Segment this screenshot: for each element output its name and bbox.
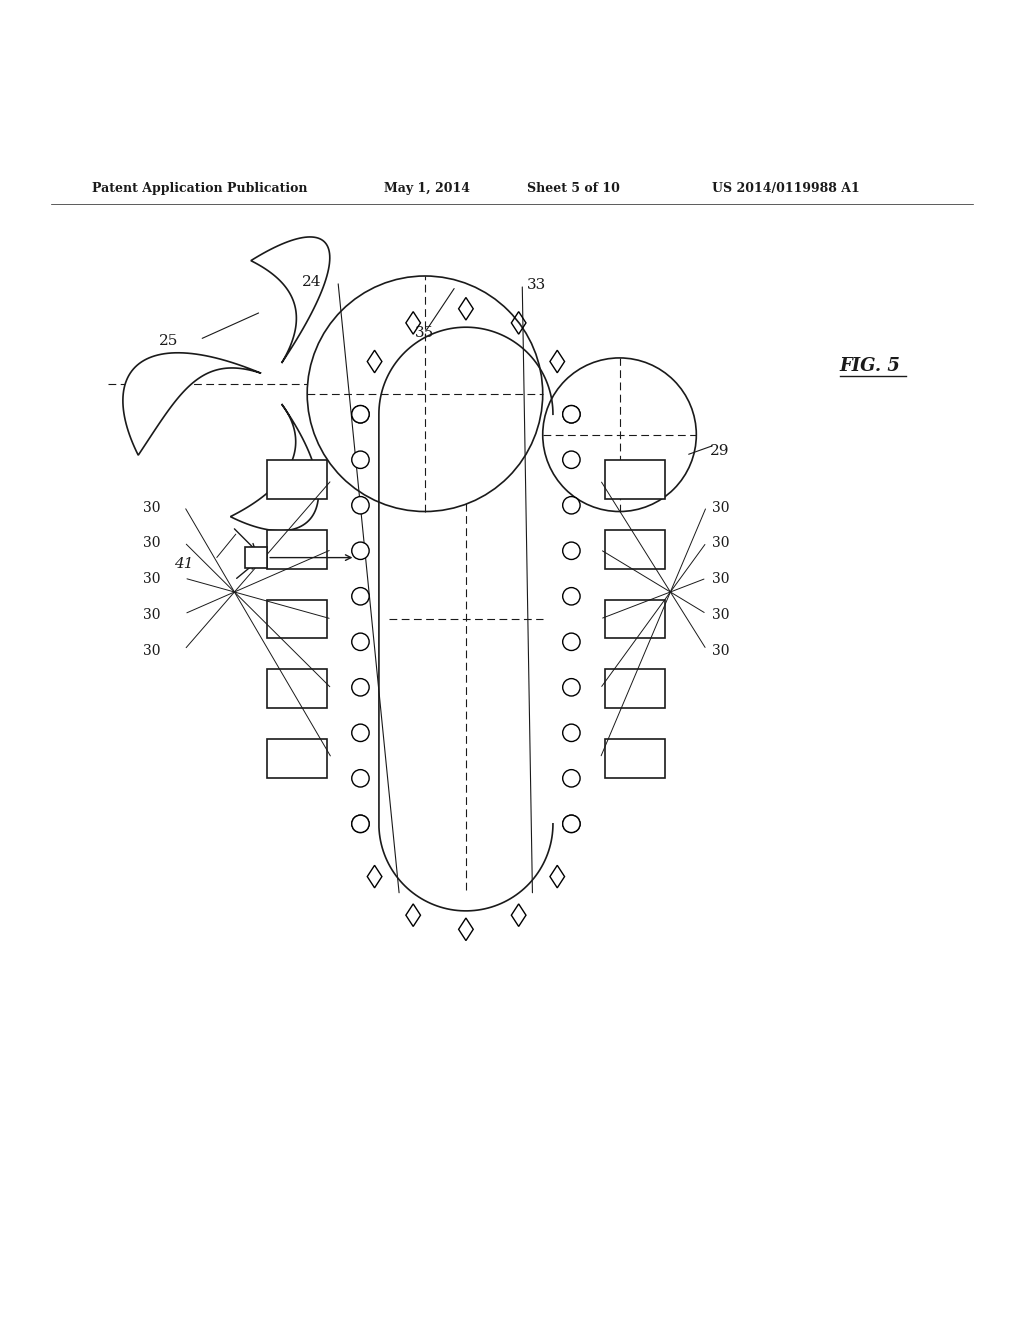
Circle shape: [563, 770, 580, 787]
Circle shape: [563, 587, 580, 605]
Text: 30: 30: [143, 500, 161, 515]
Circle shape: [352, 634, 369, 651]
Bar: [267, 669, 327, 708]
Text: FIG. 5: FIG. 5: [840, 358, 900, 375]
Circle shape: [352, 451, 369, 469]
Circle shape: [563, 634, 580, 651]
Circle shape: [352, 405, 369, 422]
Text: 25: 25: [159, 334, 178, 347]
Circle shape: [307, 276, 543, 512]
Text: Sheet 5 of 10: Sheet 5 of 10: [527, 182, 621, 195]
Text: 30: 30: [712, 644, 729, 657]
Bar: [605, 529, 665, 569]
Circle shape: [352, 587, 369, 605]
Circle shape: [352, 405, 369, 422]
Text: 29: 29: [710, 445, 729, 458]
Circle shape: [352, 816, 369, 833]
Text: 30: 30: [143, 609, 161, 622]
Bar: [267, 461, 327, 499]
Circle shape: [563, 405, 580, 422]
Bar: [605, 461, 665, 499]
Bar: [605, 669, 665, 708]
Text: 41: 41: [174, 557, 194, 570]
Text: 30: 30: [712, 536, 729, 550]
Text: 30: 30: [143, 572, 161, 586]
Circle shape: [352, 678, 369, 696]
Polygon shape: [230, 404, 318, 531]
Circle shape: [563, 816, 580, 833]
Text: 30: 30: [712, 500, 729, 515]
Text: 30: 30: [143, 644, 161, 657]
Bar: [267, 529, 327, 569]
Polygon shape: [123, 352, 261, 455]
Circle shape: [352, 496, 369, 513]
Bar: [267, 599, 327, 639]
Bar: [605, 739, 665, 777]
Circle shape: [563, 725, 580, 742]
Bar: [245, 548, 267, 568]
Bar: [605, 599, 665, 639]
Text: 35: 35: [415, 326, 434, 341]
Text: 30: 30: [712, 609, 729, 622]
Circle shape: [563, 405, 580, 422]
Text: US 2014/0119988 A1: US 2014/0119988 A1: [712, 182, 859, 195]
Circle shape: [563, 543, 580, 560]
Text: May 1, 2014: May 1, 2014: [384, 182, 470, 195]
Circle shape: [563, 451, 580, 469]
Circle shape: [352, 543, 369, 560]
Circle shape: [563, 816, 580, 833]
Text: 33: 33: [527, 279, 547, 292]
Bar: [267, 739, 327, 777]
Circle shape: [563, 678, 580, 696]
Text: 30: 30: [143, 536, 161, 550]
Text: Patent Application Publication: Patent Application Publication: [92, 182, 307, 195]
Circle shape: [352, 816, 369, 833]
Text: 24: 24: [302, 276, 322, 289]
Circle shape: [563, 496, 580, 513]
Circle shape: [352, 770, 369, 787]
Circle shape: [352, 725, 369, 742]
Circle shape: [543, 358, 696, 512]
Polygon shape: [251, 238, 330, 363]
Text: 30: 30: [712, 572, 729, 586]
